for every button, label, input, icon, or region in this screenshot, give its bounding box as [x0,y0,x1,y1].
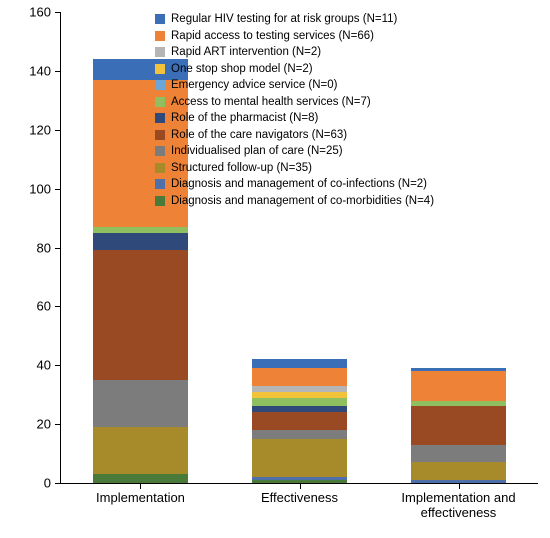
y-tick [55,130,61,131]
bar-segment [93,427,188,474]
x-axis-label: Implementation [65,491,215,506]
bar-segment [411,368,506,371]
stacked-bar [252,12,347,483]
bar-segment [252,398,347,407]
x-axis-label: Effectiveness [225,491,375,506]
bar-segment [93,80,188,227]
chart-container: The number of EBIs evaluated, N 02040608… [0,0,550,538]
bar-segment [93,474,188,483]
y-tick-label: 80 [37,240,51,255]
bar-segment [252,477,347,480]
bars-layer [61,12,538,483]
plot-area: 020406080100120140160ImplementationEffec… [60,12,538,484]
bar-segment [93,250,188,380]
bar-segment [93,233,188,251]
bar-segment [93,380,188,427]
y-tick [55,365,61,366]
y-tick-label: 40 [37,358,51,373]
y-tick [55,71,61,72]
y-tick [55,189,61,190]
y-tick-label: 100 [29,181,51,196]
y-tick [55,248,61,249]
bar-segment [411,371,506,400]
y-tick-label: 160 [29,5,51,20]
y-tick [55,12,61,13]
y-tick-label: 120 [29,122,51,137]
x-tick [300,483,301,489]
bar-segment [252,430,347,439]
bar-segment [252,412,347,430]
bar-segment [252,368,347,386]
bar-segment [252,406,347,412]
bar-segment [411,445,506,463]
y-tick-label: 60 [37,299,51,314]
y-tick-label: 20 [37,417,51,432]
stacked-bar [93,12,188,483]
y-tick [55,424,61,425]
bar-segment [252,439,347,477]
x-tick [140,483,141,489]
stacked-bar [411,12,506,483]
bar-segment [411,462,506,480]
y-tick [55,306,61,307]
y-tick-label: 140 [29,63,51,78]
y-tick [55,483,61,484]
bar-segment [252,359,347,368]
x-axis-label: Implementation and effectiveness [384,491,534,521]
bar-segment [252,392,347,398]
bar-segment [93,227,188,233]
bar-segment [411,401,506,407]
bar-segment [411,406,506,444]
bar-segment [93,59,188,80]
bar-segment [252,386,347,392]
y-tick-label: 0 [44,476,51,491]
x-tick [459,483,460,489]
